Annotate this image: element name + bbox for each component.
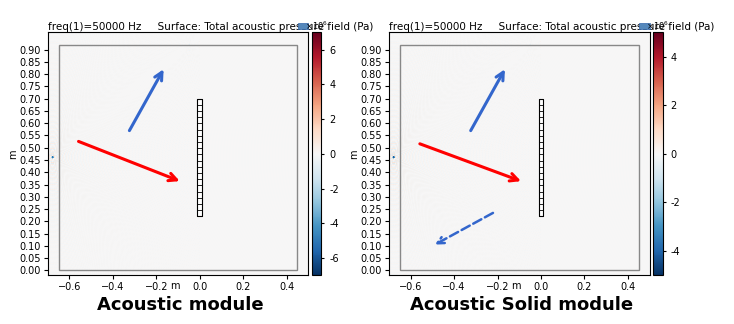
Text: freq(1)=50000 Hz     Surface: Total acoustic pressure field (Pa): freq(1)=50000 Hz Surface: Total acoustic…	[48, 22, 373, 32]
Bar	[197, 99, 202, 216]
Text: freq(1)=50000 Hz     Surface: Total acoustic pressure field (Pa): freq(1)=50000 Hz Surface: Total acoustic…	[389, 22, 714, 32]
Y-axis label: m: m	[8, 149, 18, 159]
FancyBboxPatch shape	[639, 23, 650, 29]
Title: $\times10^6$: $\times10^6$	[647, 19, 669, 32]
Text: Acoustic module: Acoustic module	[96, 296, 264, 314]
Bar	[539, 99, 543, 216]
FancyBboxPatch shape	[298, 23, 308, 29]
Text: Acoustic Solid module: Acoustic Solid module	[410, 296, 633, 314]
Title: $\times10^6$: $\times10^6$	[305, 19, 328, 32]
Text: m: m	[170, 282, 180, 292]
Text: m: m	[512, 282, 521, 292]
Y-axis label: m: m	[349, 149, 359, 159]
